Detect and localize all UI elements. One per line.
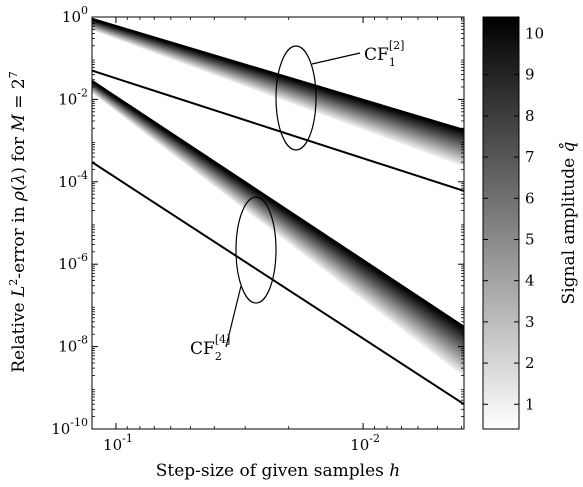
group2-reference-line bbox=[92, 161, 464, 406]
colorbar-tick-label: 3 bbox=[525, 313, 535, 331]
plot-series bbox=[92, 17, 464, 406]
colorbar-label: Signal amplitude q̊ bbox=[559, 141, 579, 304]
colorbar-tick-label: 8 bbox=[525, 107, 535, 125]
y-tick-label: 100 bbox=[62, 4, 88, 26]
group1-pointer bbox=[311, 52, 361, 65]
group1-label: CF1[2] bbox=[364, 39, 404, 69]
y-tick-label: 10-6 bbox=[58, 251, 88, 273]
colorbar-tick-label: 7 bbox=[525, 148, 535, 166]
x-axis-label: Step-size of given samples h bbox=[156, 461, 400, 481]
y-tick-label: 10-10 bbox=[51, 416, 88, 438]
x-tick-label: 10-1 bbox=[103, 432, 133, 454]
colorbar-tick-label: 2 bbox=[525, 354, 535, 372]
colorbar-tick-label: 9 bbox=[525, 66, 535, 84]
colorbar-ticks: 1 2 3 4 5 6 7 8 9 10 bbox=[483, 24, 544, 413]
colorbar-tick-label: 5 bbox=[525, 230, 535, 248]
group2-ellipse bbox=[235, 196, 277, 304]
group2-label: CF2[4] bbox=[190, 333, 230, 363]
colorbar bbox=[482, 16, 520, 430]
y-tick-label: 10-4 bbox=[58, 169, 88, 191]
y-tick-label: 10-8 bbox=[58, 334, 88, 356]
colorbar-tick-label: 10 bbox=[525, 24, 544, 42]
colorbar-tick-label: 4 bbox=[525, 272, 535, 290]
axis-ticks: 100 10-2 10-4 10-6 10-8 10-10 10-1 10-2 bbox=[51, 4, 464, 454]
group1-reference-line bbox=[92, 69, 464, 192]
y-axis-label: Relative L2-error in ρ(λ) for M = 27 bbox=[7, 71, 29, 373]
group1-ellipse bbox=[275, 45, 317, 151]
plot-frame bbox=[91, 16, 465, 430]
annotations bbox=[225, 45, 361, 348]
colorbar-tick-label: 1 bbox=[525, 395, 535, 413]
colorbar-tick-label: 6 bbox=[525, 189, 535, 207]
group2-top-line bbox=[92, 80, 464, 328]
x-tick-label: 10-2 bbox=[350, 432, 380, 454]
y-tick-label: 10-2 bbox=[58, 86, 88, 108]
group2-pointer bbox=[225, 285, 242, 348]
